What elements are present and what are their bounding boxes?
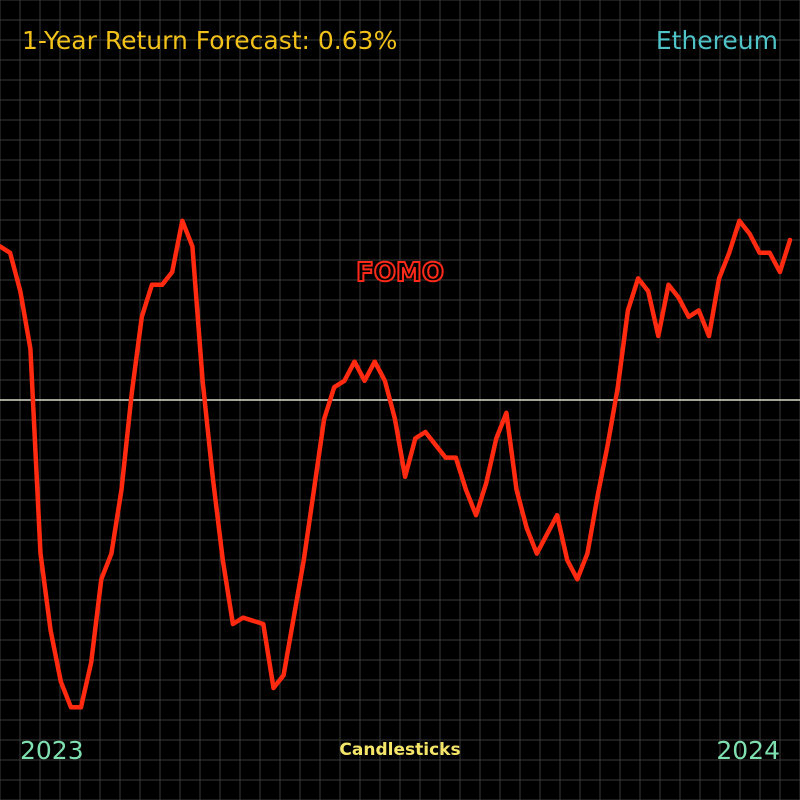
chart-title: 1-Year Return Forecast: 0.63% — [22, 26, 398, 55]
data-point — [656, 334, 661, 338]
data-point — [8, 250, 13, 255]
asset-label: Ethereum — [655, 26, 778, 55]
data-point — [89, 660, 94, 665]
data-point — [393, 417, 397, 422]
data-point — [717, 276, 722, 281]
data-point — [99, 577, 104, 582]
data-point — [180, 218, 185, 223]
data-point — [453, 455, 458, 460]
data-point — [585, 551, 590, 556]
data-point — [322, 417, 327, 422]
data-point — [220, 558, 225, 562]
data-point — [565, 558, 570, 562]
data-point — [291, 615, 296, 620]
data-point — [534, 551, 539, 556]
data-point — [413, 436, 418, 441]
data-point — [423, 430, 428, 434]
data-point — [595, 494, 600, 498]
footer-label: Candlesticks — [339, 740, 461, 760]
data-point — [301, 558, 306, 562]
data-point — [463, 487, 468, 492]
start-year-label: 2023 — [20, 736, 84, 765]
data-point — [636, 276, 641, 281]
data-point — [210, 474, 215, 479]
data-point — [149, 282, 154, 287]
data-point — [332, 385, 337, 390]
data-point — [737, 218, 742, 223]
data-point — [767, 250, 772, 255]
data-point — [68, 705, 73, 710]
data-point — [575, 577, 580, 582]
data-point — [372, 359, 377, 364]
data-point — [38, 551, 43, 556]
data-point — [524, 526, 529, 530]
data-point — [707, 334, 711, 338]
data-point — [241, 615, 246, 620]
data-point — [271, 686, 276, 690]
data-point — [382, 378, 387, 383]
data-point — [58, 679, 63, 684]
data-point — [494, 436, 499, 441]
data-point — [555, 513, 560, 518]
end-year-label: 2024 — [716, 736, 780, 765]
data-point — [747, 231, 752, 236]
data-point — [696, 308, 701, 313]
data-point — [139, 314, 144, 319]
data-point — [686, 314, 691, 319]
data-point — [474, 513, 478, 518]
data-point — [28, 346, 33, 351]
data-point — [0, 244, 2, 249]
data-point — [443, 455, 448, 460]
data-point — [484, 481, 489, 486]
series-line — [0, 218, 793, 710]
data-point — [281, 673, 286, 678]
data-point — [362, 378, 367, 383]
data-point — [352, 359, 357, 364]
data-point — [18, 289, 23, 294]
data-point — [504, 410, 509, 415]
data-point — [170, 270, 175, 274]
data-point — [788, 238, 792, 242]
data-point — [777, 270, 782, 274]
data-point — [666, 282, 671, 287]
data-point — [342, 378, 347, 383]
data-point — [79, 705, 83, 710]
data-point — [160, 282, 165, 287]
data-point — [727, 250, 732, 255]
data-point — [230, 622, 235, 626]
data-point — [615, 385, 620, 390]
data-point — [200, 378, 205, 383]
data-point — [403, 474, 408, 479]
data-point — [48, 628, 53, 633]
data-point — [129, 391, 134, 396]
data-point — [676, 295, 681, 300]
data-point — [514, 487, 519, 492]
data-point — [251, 618, 256, 623]
data-point — [605, 442, 610, 447]
annotation-label: FOMO — [355, 257, 445, 289]
data-point — [119, 487, 124, 492]
data-point — [312, 487, 316, 492]
data-point — [433, 442, 438, 447]
data-point — [261, 622, 266, 626]
series-points — [0, 218, 792, 710]
data-point — [646, 289, 651, 294]
data-point — [757, 250, 762, 255]
data-point — [190, 244, 195, 249]
data-point — [625, 308, 630, 313]
data-point — [109, 551, 114, 556]
data-point — [544, 532, 549, 537]
